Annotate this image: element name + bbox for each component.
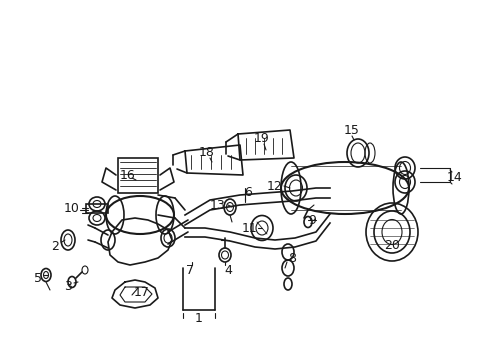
Text: 6: 6: [244, 185, 251, 198]
Text: 1: 1: [195, 311, 203, 324]
Bar: [86, 204, 108, 213]
Text: 5: 5: [34, 271, 42, 284]
Bar: [118, 158, 158, 193]
Text: 19: 19: [254, 131, 269, 144]
Text: 15: 15: [344, 123, 359, 136]
Text: 13: 13: [210, 198, 225, 212]
Text: 12: 12: [266, 180, 282, 193]
Text: 10: 10: [64, 202, 80, 215]
Text: 3: 3: [64, 279, 72, 292]
Text: 2: 2: [51, 239, 59, 252]
Text: 11: 11: [242, 221, 257, 234]
Text: 18: 18: [199, 145, 215, 158]
Text: 16: 16: [120, 168, 136, 181]
Text: 9: 9: [307, 213, 315, 226]
Text: 17: 17: [134, 285, 150, 298]
Text: 20: 20: [383, 239, 399, 252]
Text: 4: 4: [224, 264, 231, 276]
Text: 7: 7: [185, 264, 194, 276]
Text: 8: 8: [287, 252, 295, 265]
Text: 14: 14: [446, 171, 462, 184]
